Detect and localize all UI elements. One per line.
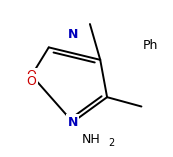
Text: N: N xyxy=(68,116,78,129)
Text: N: N xyxy=(68,28,78,41)
Text: O: O xyxy=(27,69,37,82)
Text: O: O xyxy=(27,75,37,88)
Text: Ph: Ph xyxy=(143,39,158,52)
Text: NH: NH xyxy=(81,133,100,146)
Text: 2: 2 xyxy=(108,138,114,148)
